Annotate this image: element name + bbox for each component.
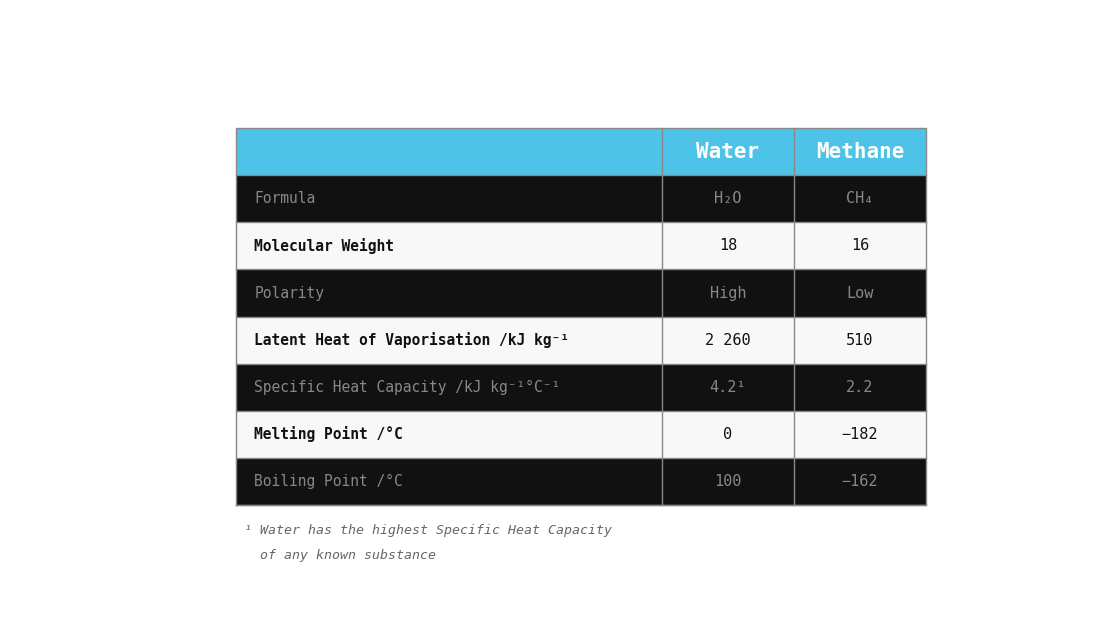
Text: 4.2¹: 4.2¹ (710, 380, 746, 395)
Text: 100: 100 (714, 473, 741, 489)
Text: 0: 0 (724, 427, 733, 442)
Text: −182: −182 (842, 427, 878, 442)
Text: Latent Heat of Vaporisation /kJ kg⁻¹: Latent Heat of Vaporisation /kJ kg⁻¹ (254, 332, 570, 348)
Text: High: High (710, 286, 746, 300)
Bar (235, 364, 926, 411)
Text: Polarity: Polarity (254, 286, 324, 300)
Text: Water: Water (696, 142, 759, 162)
Polygon shape (578, 288, 595, 323)
Bar (235, 128, 926, 175)
Bar (235, 316, 926, 364)
Text: −162: −162 (842, 473, 878, 489)
Bar (235, 222, 926, 270)
Text: Molecular Weight: Molecular Weight (254, 238, 394, 254)
Text: CH₄: CH₄ (846, 192, 873, 206)
Bar (235, 458, 926, 505)
Text: of any known substance: of any known substance (244, 549, 436, 562)
Bar (235, 270, 926, 316)
Bar (235, 411, 926, 458)
Text: Melting Point /°C: Melting Point /°C (254, 426, 403, 442)
Text: Low: Low (846, 286, 873, 300)
Text: 510: 510 (846, 332, 873, 348)
Text: 16: 16 (851, 238, 869, 254)
Text: Specific Heat Capacity /kJ kg⁻¹°C⁻¹: Specific Heat Capacity /kJ kg⁻¹°C⁻¹ (254, 380, 561, 395)
Text: 18: 18 (718, 238, 737, 254)
Text: 2 260: 2 260 (705, 332, 750, 348)
Text: ¹ Water has the highest Specific Heat Capacity: ¹ Water has the highest Specific Heat Ca… (244, 525, 612, 537)
Text: Methane: Methane (816, 142, 904, 162)
Polygon shape (591, 294, 612, 326)
Text: Formula: Formula (254, 192, 316, 206)
Text: 2.2: 2.2 (846, 380, 873, 395)
Bar (235, 175, 926, 222)
Text: Boiling Point /°C: Boiling Point /°C (254, 473, 403, 489)
Text: H₂O: H₂O (714, 192, 741, 206)
